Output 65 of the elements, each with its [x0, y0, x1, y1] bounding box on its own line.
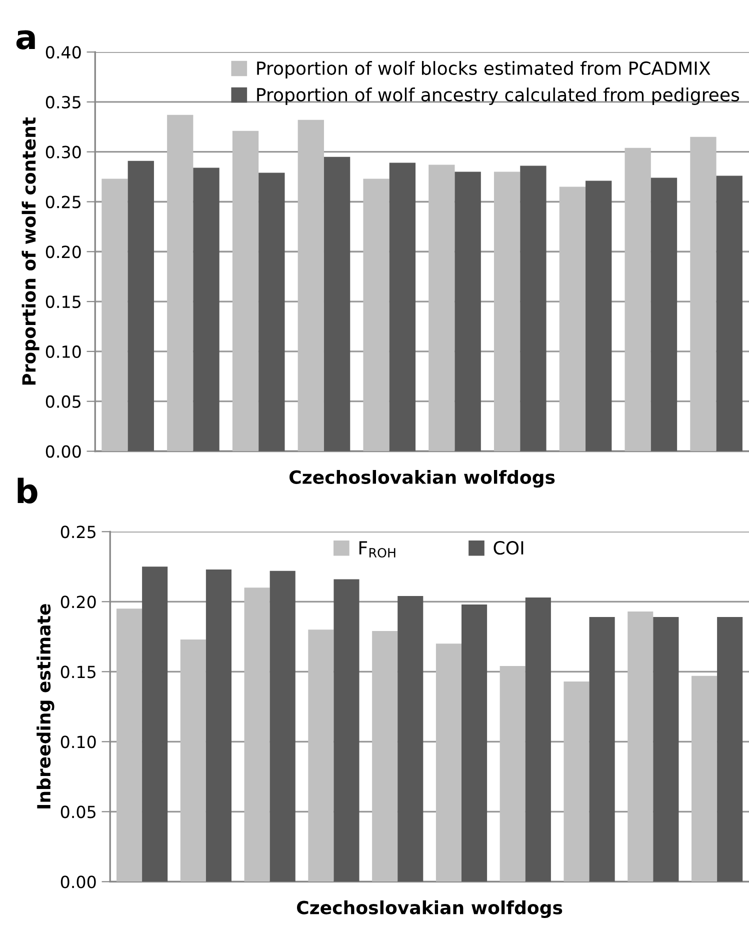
- bar: [500, 666, 526, 882]
- y-tick-label: 0.35: [46, 96, 80, 108]
- bar: [116, 608, 142, 882]
- bar: [428, 164, 455, 452]
- bar: [716, 176, 742, 452]
- bar: [232, 130, 259, 452]
- bar: [244, 588, 270, 882]
- legend-label: Proportion of wolf blocks estimated from PCADMIX: [257, 61, 710, 79]
- y-tick-label: 0.00: [60, 876, 96, 888]
- bar: [372, 631, 398, 882]
- bar: [690, 136, 716, 452]
- x-axis-title: Czechoslovakian wolfdogs: [290, 470, 555, 488]
- bar: [193, 168, 220, 452]
- bar: [650, 178, 678, 452]
- bar: [270, 570, 296, 882]
- bar: [128, 160, 154, 452]
- y-tick-label: 0.05: [60, 806, 96, 818]
- bar: [586, 180, 612, 452]
- bar: [308, 630, 334, 882]
- y-tick-label: 0.15: [60, 666, 96, 678]
- y-axis-title: Inbreeding estimate: [36, 604, 54, 808]
- y-tick-label: 0.40: [46, 46, 81, 59]
- bar: [436, 644, 462, 882]
- bar: [692, 676, 718, 882]
- bar: [624, 148, 651, 452]
- bar: [454, 172, 481, 452]
- bar: [520, 166, 546, 452]
- bar: [398, 596, 424, 882]
- y-tick-label: 0.25: [46, 196, 80, 208]
- chart-title: b: [18, 478, 38, 504]
- bar: [525, 597, 551, 882]
- y-axis-title: Proportion of wolf content: [22, 117, 40, 385]
- y-tick-label: 0.10: [46, 345, 81, 358]
- y-tick-label: 0.15: [46, 296, 80, 308]
- y-tick-label: 0.30: [46, 146, 81, 158]
- bar: [589, 617, 615, 882]
- bar: [180, 639, 206, 882]
- bar: [628, 611, 654, 882]
- x-axis-title: Czechoslovakian wolfdogs: [296, 900, 562, 918]
- bar: [653, 617, 679, 882]
- bar: [389, 162, 416, 452]
- bar: [324, 156, 350, 452]
- legend-label: COI: [494, 541, 524, 555]
- bar: [258, 172, 285, 452]
- chart-title: a: [16, 30, 35, 50]
- bar: [494, 172, 520, 452]
- bar: [461, 604, 488, 882]
- y-tick-label: 0.25: [60, 526, 96, 538]
- y-tick-label: 0.10: [60, 736, 96, 748]
- bar: [206, 569, 232, 882]
- bar: [559, 186, 586, 452]
- bar: [717, 617, 743, 882]
- bar: [167, 114, 194, 452]
- y-tick-label: 0.00: [46, 445, 81, 458]
- y-tick-label: 0.20: [60, 596, 96, 608]
- bar: [102, 178, 128, 452]
- bar: [142, 566, 168, 882]
- y-tick-label: 0.20: [46, 246, 81, 258]
- bar: [363, 178, 390, 452]
- legend-label: Proportion of wolf ancestry calculated from pedigrees: [257, 88, 740, 106]
- bar: [298, 120, 324, 452]
- legend-label: F$_{ROH}$: [359, 541, 396, 558]
- bar: [564, 681, 590, 882]
- bar: [334, 579, 360, 882]
- y-tick-label: 0.05: [46, 395, 80, 408]
